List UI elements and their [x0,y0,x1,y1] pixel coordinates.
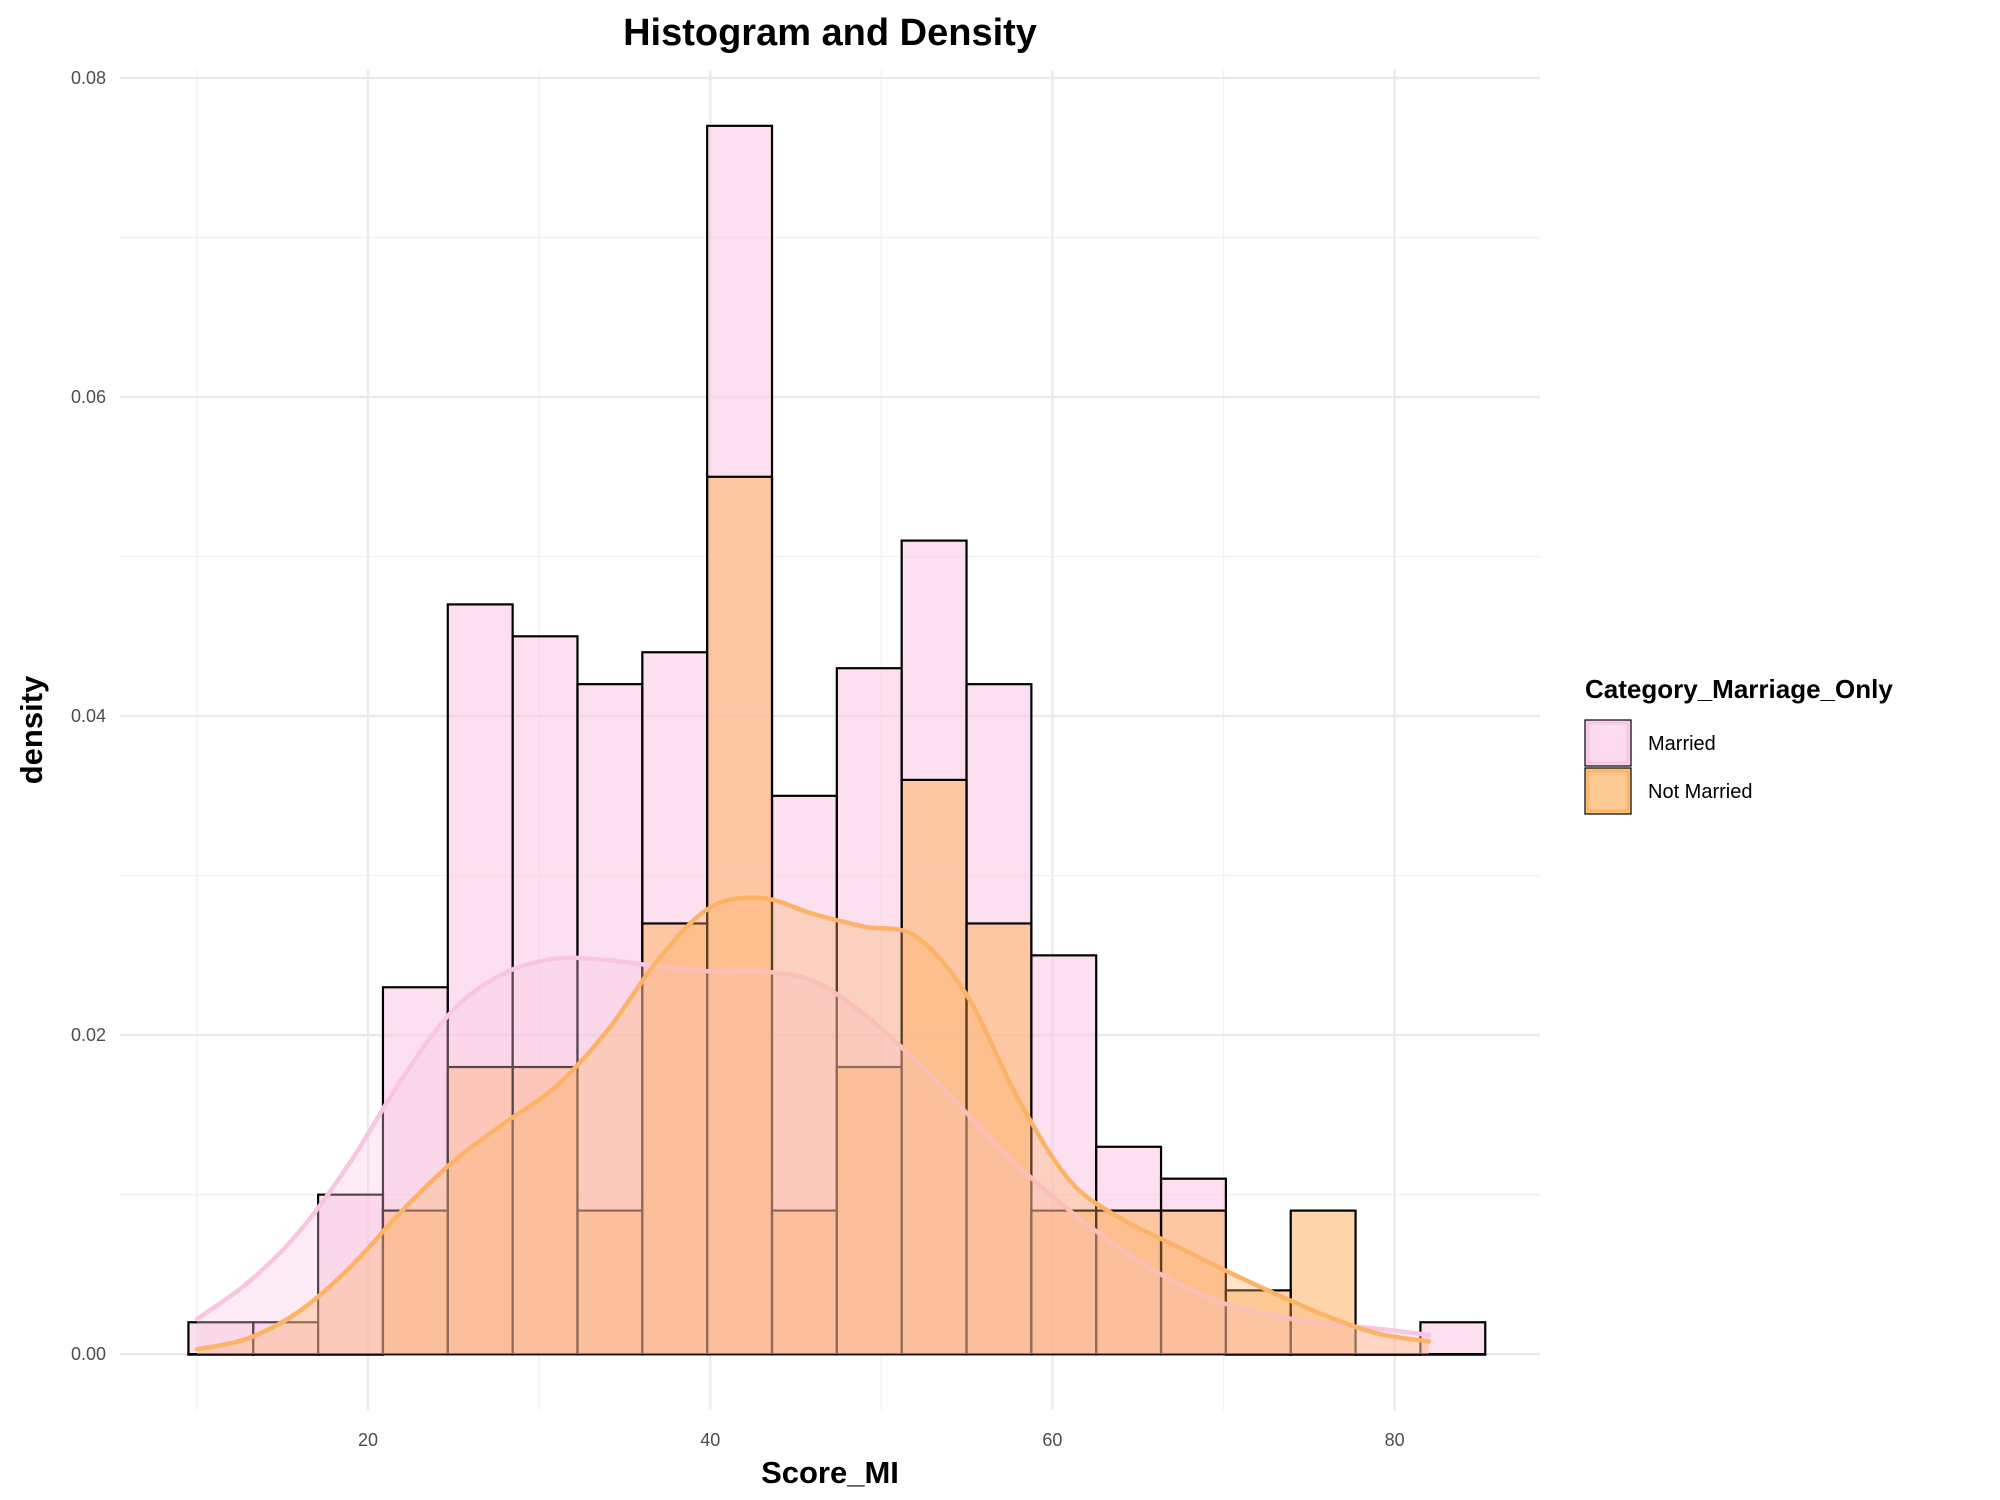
married-bar [252,1321,320,1356]
not-married-bar [835,1065,903,1356]
x-tick-label: 60 [1042,1430,1062,1450]
not-married-bar [381,1209,449,1356]
x-tick-label: 80 [1385,1430,1405,1450]
x-tick-label: 20 [358,1430,378,1450]
not-married-bar [641,922,709,1356]
legend-item-not-married: Not Married [1584,767,1752,815]
x-tick-label: 40 [700,1430,720,1450]
not-married-bar [706,475,774,1356]
not-married-histogram-bars [187,475,1487,1356]
x-axis-title: Score_MI [761,1455,899,1490]
not-married-density-fill [196,897,1429,1355]
y-tick-label: 0.02 [71,1025,106,1045]
not-married-bar [511,1065,579,1356]
legend: Category_Marriage_Only Married Not Marri… [1584,674,1893,815]
not-married-bar [965,922,1033,1356]
legend-label-married: Married [1648,733,1716,755]
married-density-fill [196,957,1429,1355]
legend-key-married [1584,719,1632,767]
legend-key-married-line [1586,721,1630,765]
not-married-bar [1289,1209,1357,1356]
married-bar [1419,1321,1487,1356]
not-married-bar [1030,1209,1098,1356]
x-axis-ticks: 20 40 60 80 [358,1430,1405,1450]
married-density-area [194,955,1432,1355]
y-tick-label: 0.00 [71,1344,106,1364]
not-married-bar [252,1353,320,1356]
legend-title: Category_Marriage_Only [1585,674,1893,704]
not-married-bar [446,1065,514,1356]
married-density-line [194,955,1432,1338]
legend-key-not-married [1584,767,1632,815]
not-married-density-line [194,895,1432,1352]
not-married-density-area [194,895,1432,1355]
not-married-bar [770,1209,838,1356]
not-married-bar [1224,1289,1292,1356]
legend-item-married: Married [1584,719,1716,767]
not-married-bar [576,1209,644,1356]
legend-key-not-married-line [1586,769,1630,813]
not-married-bar [900,778,968,1356]
not-married-bar [317,1353,385,1356]
y-axis-title: density [14,675,49,784]
y-tick-label: 0.08 [71,68,106,88]
y-axis-ticks: 0.00 0.02 0.04 0.06 0.08 [71,68,106,1364]
y-tick-label: 0.04 [71,706,106,726]
not-married-bar [1354,1353,1422,1356]
y-tick-label: 0.06 [71,387,106,407]
not-married-bar [1419,1353,1487,1356]
chart-title: Histogram and Density [623,12,1037,54]
legend-label-not-married: Not Married [1648,781,1752,803]
married-bar [317,1193,385,1356]
not-married-bar [187,1353,255,1356]
